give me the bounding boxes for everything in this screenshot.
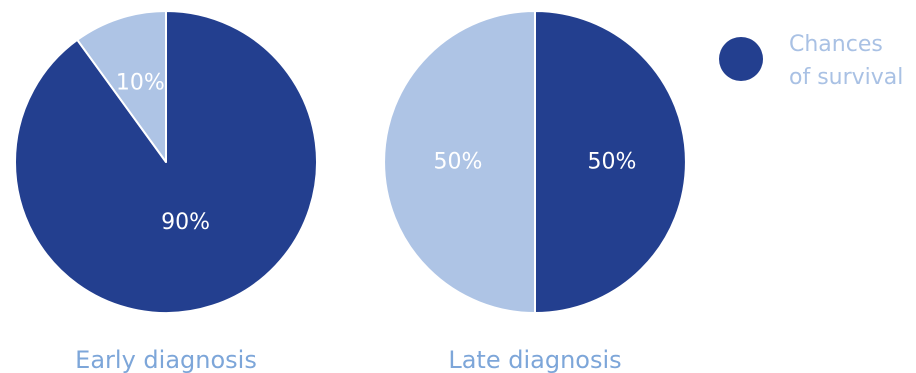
legend-label-line-2: of survival (789, 65, 903, 90)
late-diagnosis-pie: 50% 50% (383, 10, 687, 314)
legend: Chances of survival (719, 32, 903, 90)
legend-label-line-1: Chances (789, 32, 883, 57)
pie-0-slice-1 (76, 10, 167, 163)
early-diagnosis-pie: 90% 10% (13, 10, 318, 314)
pie-0-slice-1-label: 10% (116, 71, 165, 96)
pie-1-slice-0-label: 50% (588, 150, 637, 175)
early-diagnosis-caption: Early diagnosis (75, 346, 257, 373)
pie-1-slice-1 (383, 10, 536, 314)
legend-marker-survival (719, 37, 763, 81)
pie-0-slice-0-label: 90% (161, 210, 210, 235)
late-diagnosis-caption: Late diagnosis (448, 346, 621, 373)
pie-1-slice-1-label: 50% (434, 150, 483, 175)
pie-1-slice-0 (534, 10, 687, 314)
